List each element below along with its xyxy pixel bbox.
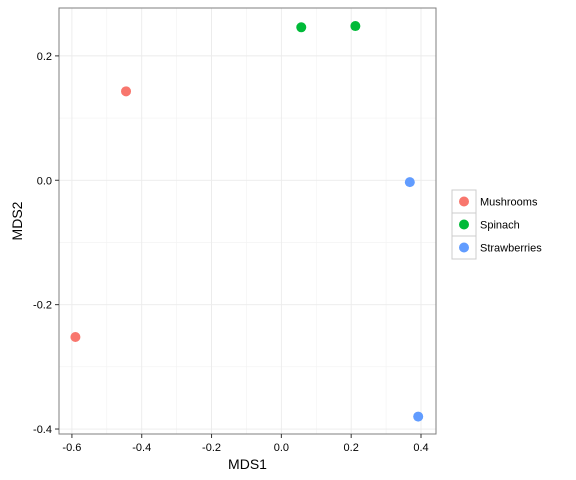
legend-marker-spinach xyxy=(459,219,469,230)
x-tick-label: 0.0 xyxy=(274,442,289,454)
legend-label-mushrooms: Mushrooms xyxy=(480,197,538,209)
x-axis-title: MDS1 xyxy=(228,456,267,472)
legend-marker-mushrooms xyxy=(459,196,469,207)
y-tick-label: 0.2 xyxy=(37,51,52,63)
legend-marker-strawberries xyxy=(459,242,469,253)
legend-label-strawberries: Strawberries xyxy=(480,243,542,255)
axes: -0.6 -0.4 -0.2 0.0 0.2 0.4 -0.4 -0.2 0.0 0.2 xyxy=(33,7,437,454)
x-tick-label: -0.4 xyxy=(132,442,151,454)
x-tick-label: -0.2 xyxy=(202,442,221,454)
data-point-mushrooms xyxy=(70,331,81,342)
legend: Mushrooms Spinach Strawberries xyxy=(451,189,542,260)
panel-border xyxy=(58,7,437,435)
data-point-spinach xyxy=(296,22,307,33)
legend-label-spinach: Spinach xyxy=(480,220,520,232)
data-point-spinach xyxy=(350,21,361,32)
data-point-mushrooms xyxy=(121,86,132,97)
x-tick-label: 0.2 xyxy=(344,442,359,454)
y-tick-label: -0.2 xyxy=(33,300,52,312)
grid xyxy=(59,8,436,434)
x-tick-label: 0.4 xyxy=(413,442,428,454)
y-tick-label: -0.4 xyxy=(33,424,52,436)
data-points xyxy=(70,21,424,422)
data-point-strawberries xyxy=(404,177,415,188)
plot-panel xyxy=(59,8,436,434)
data-point-strawberries xyxy=(413,411,424,422)
y-tick-label: 0.0 xyxy=(37,175,52,187)
x-tick-label: -0.6 xyxy=(62,442,81,454)
y-axis-title: MDS2 xyxy=(9,201,25,240)
